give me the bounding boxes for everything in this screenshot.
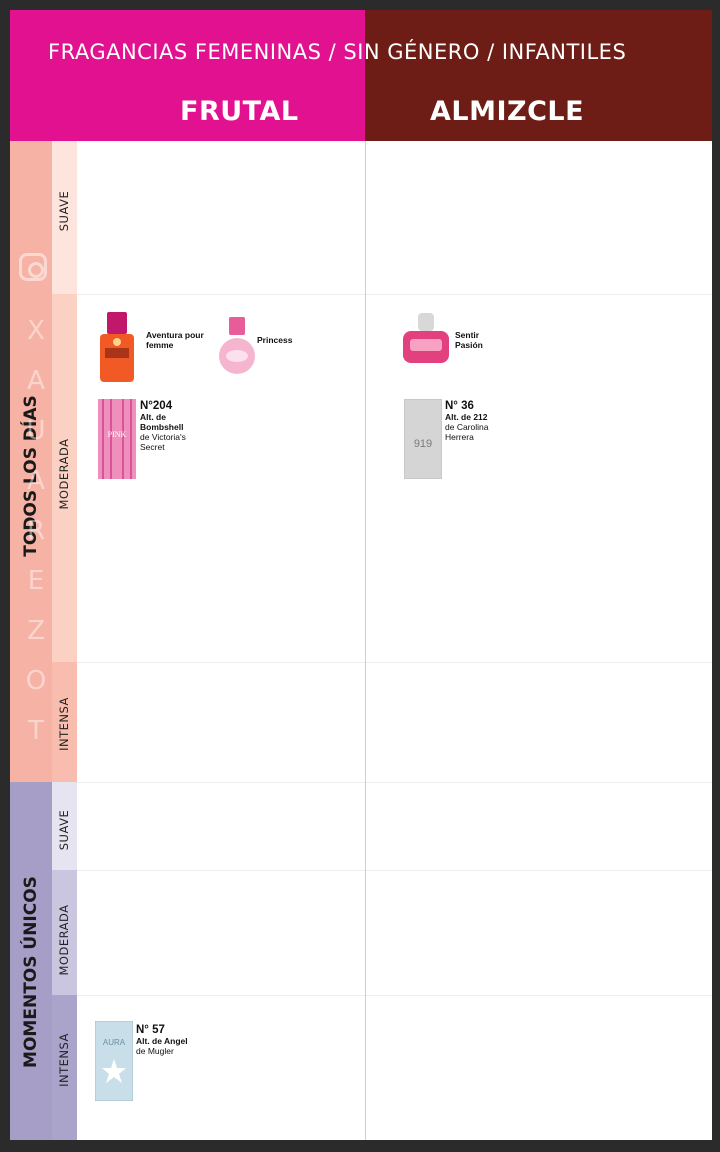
- row-divider: [77, 662, 712, 663]
- column-divider: [365, 141, 366, 1140]
- instagram-icon: [19, 253, 47, 281]
- row-divider: [77, 782, 712, 783]
- row-divider: [77, 294, 712, 295]
- perfume-bottle-aventura: [100, 312, 134, 382]
- perfume-box-n204: PINK: [98, 399, 136, 479]
- fragrance-chart: FRAGANCIAS FEMENINAS / SIN GÉNERO / INFA…: [10, 10, 712, 1140]
- row-divider: [77, 870, 712, 871]
- product-label-n36: N° 36 Alt. de 212 de Carolina Herrera: [445, 400, 489, 442]
- watermark: X A U A R E Z O T: [25, 316, 47, 746]
- product-label-princess: Princess: [257, 335, 293, 345]
- intensity-momentos-intensa: INTENSA: [52, 995, 77, 1140]
- header-frutal: [10, 10, 365, 141]
- header-almizcle: [365, 10, 712, 141]
- product-label-n204: N°204 Alt. de Bombshell de Victoria's Se…: [140, 400, 186, 452]
- svg-text:PINK: PINK: [108, 430, 127, 439]
- product-label-n57: N° 57 Alt. de Angel de Mugler: [136, 1024, 188, 1056]
- section-band-momentos-unicos: MOMENTOS ÚNICOS: [10, 782, 52, 1140]
- svg-text:919: 919: [414, 438, 432, 450]
- product-label-sentir-pasion: Sentir Pasión: [455, 330, 483, 350]
- column-title-almizcle: ALMIZCLE: [430, 96, 585, 127]
- intensity-todos-intensa: INTENSA: [52, 662, 77, 782]
- section-label: MOMENTOS ÚNICOS: [21, 876, 41, 1068]
- perfume-box-n57: AURA: [95, 1021, 133, 1101]
- row-divider: [77, 995, 712, 996]
- product-label-aventura: Aventura pour femme: [146, 330, 204, 350]
- section-band-todos-los-dias: TODOS LOS DÍAS: [10, 141, 52, 782]
- intensity-momentos-suave: SUAVE: [52, 782, 77, 870]
- intensity-todos-suave: SUAVE: [52, 141, 77, 294]
- perfume-bottle-sentir-pasion: [403, 313, 449, 363]
- perfume-box-n36: 919: [404, 399, 442, 479]
- header-subtitle: FRAGANCIAS FEMENINAS / SIN GÉNERO / INFA…: [48, 40, 627, 64]
- intensity-momentos-moderada: MODERADA: [52, 870, 77, 995]
- intensity-todos-moderada: MODERADA: [52, 294, 77, 662]
- perfume-bottle-princess: [219, 317, 255, 374]
- svg-text:AURA: AURA: [103, 1038, 126, 1047]
- column-title-frutal: FRUTAL: [180, 96, 299, 127]
